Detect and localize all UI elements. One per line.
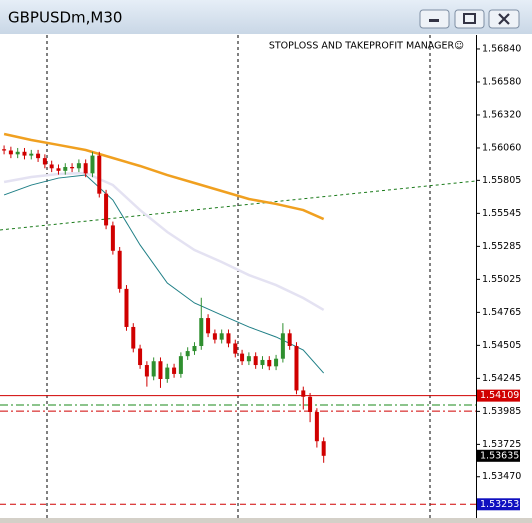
candle-body [138, 348, 143, 366]
restore-button[interactable] [454, 9, 485, 29]
candle-body [233, 343, 238, 354]
candle-body [36, 153, 41, 159]
candle-body [246, 356, 251, 362]
candle-body [314, 412, 319, 442]
candle-body [8, 150, 13, 155]
y-tick-label: 1.53725 [482, 439, 521, 450]
candle-body [240, 353, 245, 362]
y-tick-label: 1.56060 [482, 142, 521, 153]
y-tick-label: 1.56580 [482, 76, 521, 87]
candle-body [117, 250, 122, 289]
y-tick-label: 1.53985 [482, 406, 521, 417]
moving-average [3, 132, 325, 221]
candle-body [2, 149, 7, 151]
close-icon [498, 13, 510, 25]
candle-body [267, 359, 272, 367]
candle-body [274, 358, 279, 367]
y-tick-label: 1.56840 [482, 43, 521, 54]
y-tick-label: 1.54765 [482, 307, 521, 318]
candle-body [63, 167, 68, 171]
candle-body [104, 193, 109, 226]
candle-body [70, 167, 75, 169]
candle-body [185, 351, 190, 357]
candle-body [76, 163, 81, 169]
candle-body [165, 367, 170, 380]
y-tick-label: 1.55285 [482, 241, 521, 252]
y-tick-label: 1.55805 [482, 175, 521, 186]
candle-body [287, 333, 292, 346]
candle-body [131, 326, 136, 349]
price-tag [477, 389, 520, 402]
candle-body [212, 333, 217, 340]
candle-body [97, 155, 102, 194]
candle-body [158, 361, 163, 380]
candle-body [172, 367, 177, 374]
y-tick-label: 1.54245 [482, 373, 521, 384]
candle-body [124, 288, 129, 327]
window-bottom [0, 518, 532, 523]
y-tick-label: 1.56320 [482, 109, 521, 120]
day-separators [46, 35, 431, 518]
y-tick-label: 1.53470 [482, 471, 521, 482]
candle-body [226, 333, 231, 344]
restore-icon [463, 13, 476, 24]
y-tick-label: 1.54505 [482, 340, 521, 351]
candle-body [42, 158, 47, 165]
window-title: GBPUSDm,M30 [8, 9, 122, 27]
candle-body [253, 356, 258, 366]
candle-body [178, 356, 183, 374]
candle-body [110, 225, 115, 251]
candle-body [308, 396, 313, 413]
candle-body [280, 333, 285, 359]
y-tick-label: 1.55025 [482, 274, 521, 285]
price-tag [477, 498, 520, 511]
indicator-annotation: STOPLOSS AND TAKEPROFIT MANAGER☺ [269, 41, 464, 52]
candle-body [144, 365, 149, 377]
candle-body [49, 164, 54, 169]
candle-body [199, 318, 204, 346]
candle-body [321, 441, 326, 456]
price-tag-label: 1.53635 [480, 450, 519, 461]
price-tag-label: 1.53253 [480, 499, 519, 510]
candle-body [29, 153, 34, 156]
plot [0, 132, 476, 505]
candle-body [83, 163, 88, 174]
price-tag-label: 1.54109 [480, 390, 519, 401]
minimize-icon [429, 19, 439, 22]
candle-body [294, 345, 299, 391]
candle-body [151, 361, 156, 377]
candle-body [192, 345, 197, 352]
candle-body [206, 318, 211, 334]
y-tick-label: 1.55545 [482, 208, 521, 219]
candle-body [56, 168, 61, 171]
candle-body [15, 151, 20, 155]
candle-body [260, 359, 265, 366]
candle-body [22, 151, 27, 156]
moving-average [3, 174, 325, 374]
candle-body [90, 155, 95, 174]
candle-body [301, 390, 306, 397]
trend-line [0, 180, 476, 231]
candle-body [219, 333, 224, 340]
price-tag [477, 449, 520, 462]
window-buttons [419, 9, 520, 29]
